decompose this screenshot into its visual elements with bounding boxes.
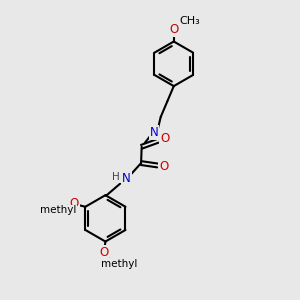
Text: O: O xyxy=(160,132,169,145)
Text: O: O xyxy=(159,160,169,173)
Text: CH₃: CH₃ xyxy=(179,16,200,26)
Text: N: N xyxy=(122,172,130,185)
Text: O: O xyxy=(169,23,178,36)
Text: N: N xyxy=(150,126,158,139)
Text: O: O xyxy=(69,197,79,210)
Text: methyl: methyl xyxy=(100,259,137,269)
Text: O: O xyxy=(99,246,109,259)
Text: H: H xyxy=(112,172,120,182)
Text: methyl: methyl xyxy=(40,205,76,215)
Text: H: H xyxy=(162,134,169,143)
